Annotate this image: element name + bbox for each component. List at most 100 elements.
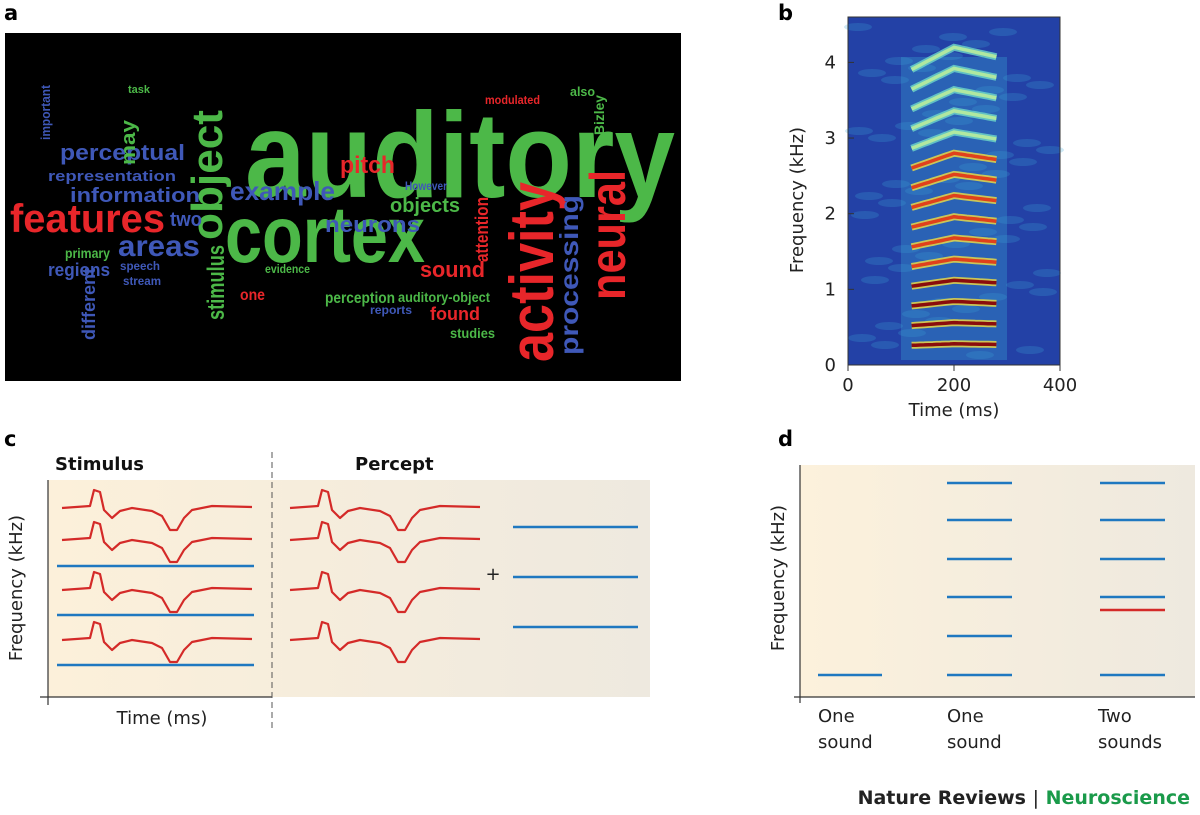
x-axis-label: Time (ms) — [116, 708, 208, 729]
word: stream — [123, 274, 161, 288]
texture — [979, 293, 1007, 301]
plus: + — [485, 564, 500, 585]
word: example — [230, 176, 335, 206]
harmonic — [911, 299, 997, 308]
word: features — [10, 197, 165, 241]
word: studies — [450, 325, 495, 341]
texture — [1029, 288, 1057, 296]
texture — [848, 334, 876, 342]
texture — [1026, 81, 1054, 89]
y-tick-label: 1 — [825, 279, 836, 300]
word: attention — [472, 197, 492, 262]
word: found — [430, 304, 480, 324]
texture — [969, 228, 997, 236]
texture — [1013, 139, 1041, 147]
word: regions — [48, 260, 110, 280]
texture — [868, 134, 896, 142]
texture — [865, 257, 893, 265]
word: neural — [580, 170, 636, 300]
texture — [912, 45, 940, 53]
texture — [959, 163, 987, 171]
word: important — [38, 84, 53, 140]
group-label: sound — [947, 732, 1002, 753]
texture — [972, 105, 1000, 113]
word: areas — [118, 230, 200, 263]
texture — [882, 180, 910, 188]
trace — [289, 488, 481, 532]
trace — [61, 488, 253, 532]
panel-bg — [48, 480, 650, 697]
texture — [844, 23, 872, 31]
word-cloud-bg — [5, 33, 681, 381]
panel-label: c — [4, 427, 16, 451]
word: speech — [120, 259, 160, 273]
x-axis-label: Time (ms) — [908, 400, 1000, 421]
harmonic — [910, 130, 997, 150]
texture — [999, 93, 1027, 101]
texture — [881, 76, 909, 84]
texture — [858, 69, 886, 77]
word: activity — [498, 182, 567, 362]
texture — [1003, 74, 1031, 82]
y-tick-label: 2 — [825, 204, 836, 225]
word: pitch — [340, 152, 395, 179]
word: processing — [554, 195, 584, 355]
word: also — [570, 84, 595, 99]
texture — [905, 187, 933, 195]
harmonic — [910, 66, 997, 91]
spectrogram-bg — [848, 17, 1060, 365]
group-label: sound — [818, 732, 873, 753]
texture — [855, 192, 883, 200]
texture — [989, 28, 1017, 36]
spectrogram — [844, 16, 1064, 366]
word: primary — [65, 245, 110, 261]
word: neurons — [325, 212, 420, 237]
word: cortex — [225, 190, 425, 279]
traces — [57, 488, 638, 667]
word: Bizley — [591, 95, 607, 135]
texture — [1006, 281, 1034, 289]
trace — [289, 570, 481, 614]
texture — [945, 117, 973, 125]
trace — [61, 620, 253, 664]
texture — [845, 127, 873, 135]
texture — [955, 182, 983, 190]
texture — [1009, 158, 1037, 166]
journal: Nature Reviews — [858, 787, 1026, 809]
word: objects — [390, 195, 460, 217]
word: sound — [420, 257, 485, 282]
word: perceptual — [60, 140, 185, 165]
x-tick-label: 0 — [842, 375, 853, 396]
texture — [871, 341, 899, 349]
panel-label: a — [4, 1, 18, 25]
group-label: One — [818, 706, 855, 727]
panel-bg — [800, 465, 1195, 697]
trace — [61, 520, 253, 564]
harmonic — [911, 342, 997, 348]
texture — [1016, 346, 1044, 354]
texture — [1036, 146, 1064, 154]
texture — [898, 329, 926, 337]
texture — [915, 252, 943, 260]
harmonic — [910, 45, 997, 72]
harmonic — [911, 257, 997, 269]
footer: Nature Reviews | Neuroscience — [858, 787, 1190, 809]
word: evidence — [265, 262, 310, 276]
harmonic — [911, 278, 997, 288]
group-label: sounds — [1098, 732, 1162, 753]
harmonic — [910, 108, 997, 131]
heading: Percept — [355, 454, 434, 475]
harmonic — [911, 151, 997, 170]
heading: Stimulus — [55, 454, 144, 475]
texture — [861, 276, 889, 284]
x-tick-label: 400 — [1043, 375, 1077, 396]
harmonic — [911, 320, 997, 328]
texture — [992, 235, 1020, 243]
word: stimulus — [203, 245, 230, 320]
texture — [939, 33, 967, 41]
texture — [1033, 269, 1061, 277]
y-axis-label: Frequency (kHz) — [6, 515, 27, 661]
texture — [966, 351, 994, 359]
word: auditory — [245, 87, 675, 223]
